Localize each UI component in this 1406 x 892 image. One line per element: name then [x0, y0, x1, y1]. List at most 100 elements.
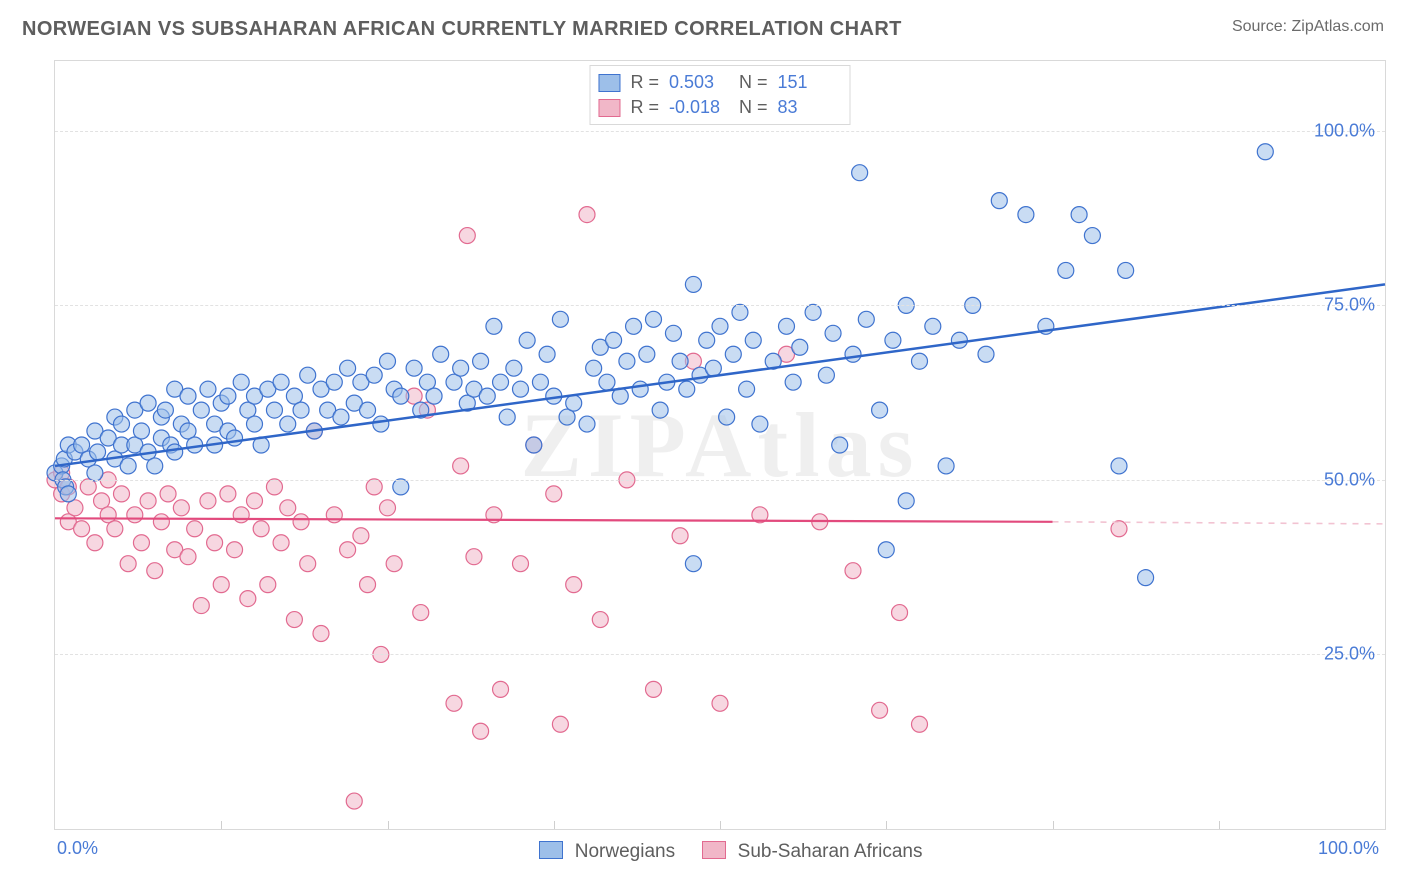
data-point: [938, 458, 954, 474]
x-minor-tick: [720, 821, 721, 829]
data-point: [885, 332, 901, 348]
data-point: [293, 514, 309, 530]
data-point: [127, 507, 143, 523]
data-point: [1071, 207, 1087, 223]
data-point: [785, 374, 801, 390]
data-point: [652, 402, 668, 418]
data-point: [526, 437, 542, 453]
data-point: [898, 493, 914, 509]
data-point: [446, 695, 462, 711]
data-point: [87, 535, 103, 551]
data-point: [360, 577, 376, 593]
data-point: [107, 521, 123, 537]
data-point: [200, 381, 216, 397]
data-point: [845, 563, 861, 579]
bottom-legend: Norwegians Sub-Saharan Africans: [55, 841, 1385, 863]
x-minor-tick: [1053, 821, 1054, 829]
data-point: [619, 353, 635, 369]
data-point: [1084, 228, 1100, 244]
x-minor-tick: [388, 821, 389, 829]
r-label: R =: [630, 95, 659, 120]
data-point: [546, 486, 562, 502]
data-point: [832, 437, 848, 453]
blue-swatch-icon: [598, 74, 620, 92]
data-point: [393, 479, 409, 495]
data-point: [725, 346, 741, 362]
data-point: [719, 409, 735, 425]
gridline: [55, 654, 1385, 655]
data-point: [340, 360, 356, 376]
data-point: [426, 388, 442, 404]
data-point: [87, 465, 103, 481]
data-point: [519, 332, 535, 348]
data-point: [220, 486, 236, 502]
data-point: [293, 402, 309, 418]
data-point: [852, 165, 868, 181]
data-point: [207, 535, 223, 551]
data-point: [579, 207, 595, 223]
data-point: [157, 402, 173, 418]
data-point: [672, 528, 688, 544]
data-point: [233, 374, 249, 390]
data-point: [280, 500, 296, 516]
data-point: [566, 395, 582, 411]
data-point: [579, 416, 595, 432]
data-point: [978, 346, 994, 362]
data-point: [951, 332, 967, 348]
data-point: [1111, 458, 1127, 474]
stats-row-pink: R = -0.018 N = 83: [598, 95, 837, 120]
data-point: [732, 304, 748, 320]
data-point: [552, 716, 568, 732]
data-point: [180, 549, 196, 565]
data-point: [193, 598, 209, 614]
gridline: [55, 480, 1385, 481]
blue-r-value: 0.503: [669, 70, 729, 95]
n-label: N =: [739, 95, 768, 120]
pink-r-value: -0.018: [669, 95, 729, 120]
y-tick-label: 50.0%: [1324, 469, 1375, 490]
pink-legend-label: Sub-Saharan Africans: [738, 841, 923, 862]
x-minor-tick: [221, 821, 222, 829]
data-point: [233, 507, 249, 523]
y-tick-label: 75.0%: [1324, 295, 1375, 316]
source-prefix: Source:: [1232, 18, 1292, 35]
data-point: [266, 479, 282, 495]
data-point: [180, 388, 196, 404]
data-point: [592, 612, 608, 628]
pink-legend-swatch-icon: [702, 841, 726, 859]
data-point: [260, 577, 276, 593]
data-point: [779, 318, 795, 334]
data-point: [406, 360, 422, 376]
data-point: [200, 493, 216, 509]
data-point: [373, 416, 389, 432]
data-point: [266, 402, 282, 418]
data-point: [346, 793, 362, 809]
data-point: [639, 346, 655, 362]
data-point: [227, 430, 243, 446]
data-point: [892, 605, 908, 621]
x-tick-start: 0.0%: [57, 838, 98, 859]
data-point: [187, 521, 203, 537]
data-point: [566, 577, 582, 593]
source-name: ZipAtlas.com: [1292, 18, 1384, 35]
data-point: [114, 486, 130, 502]
data-point: [393, 388, 409, 404]
data-point: [925, 318, 941, 334]
data-point: [646, 681, 662, 697]
stats-row-blue: R = 0.503 N = 151: [598, 70, 837, 95]
data-point: [845, 346, 861, 362]
data-point: [353, 528, 369, 544]
data-point: [313, 626, 329, 642]
data-point: [160, 486, 176, 502]
data-point: [1118, 262, 1134, 278]
data-point: [805, 304, 821, 320]
data-point: [253, 521, 269, 537]
data-point: [872, 402, 888, 418]
data-point: [120, 458, 136, 474]
data-point: [340, 542, 356, 558]
data-point: [626, 318, 642, 334]
data-point: [459, 228, 475, 244]
data-point: [74, 521, 90, 537]
data-point: [792, 339, 808, 355]
scatter-svg: [55, 61, 1385, 829]
